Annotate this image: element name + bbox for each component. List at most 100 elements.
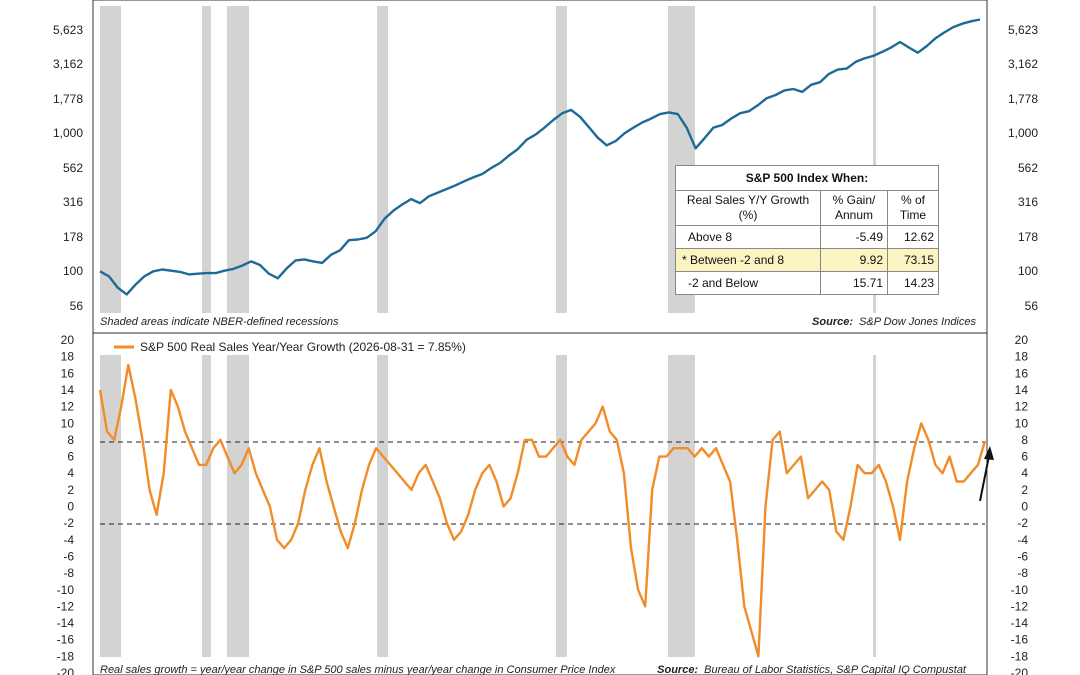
bottom-left-tick: 2: [67, 483, 74, 497]
bottom-left-tick: -16: [57, 633, 75, 647]
top-left-tick: 1,000: [53, 126, 83, 140]
bottom-left-tick: 8: [67, 433, 74, 447]
bottom-left-tick: -2: [63, 516, 74, 530]
bottom-right-tick: 4: [1021, 466, 1028, 480]
bottom-source-label: Source:: [657, 664, 698, 675]
bottom-right-tick: 14: [1015, 383, 1029, 397]
recession-band: [227, 355, 249, 657]
bottom-right-tick: 16: [1015, 366, 1029, 380]
recession-band: [100, 6, 121, 313]
bottom-right-tick: -18: [1011, 649, 1029, 663]
recession-band: [100, 355, 121, 657]
bottom-right-tick: -8: [1017, 566, 1028, 580]
table-header-cell: % Gain/ Annum: [820, 190, 888, 226]
bottom-left-tick: 0: [67, 500, 74, 514]
top-right-tick: 1,000: [1008, 126, 1038, 140]
top-right-tick: 56: [1025, 299, 1039, 313]
table-header-cell: Real Sales Y/Y Growth (%): [675, 190, 821, 226]
real-sales-growth-line: [98, 363, 987, 658]
recession-band: [227, 6, 249, 313]
bottom-left-tick: 20: [61, 333, 75, 347]
bottom-left-tick: 14: [61, 383, 75, 397]
bottom-right-tick: 2: [1021, 483, 1028, 497]
top-right-tick: 1,778: [1008, 92, 1038, 106]
top-left-tick: 3,162: [53, 57, 83, 71]
recession-band: [556, 355, 567, 657]
bottom-left-tick: -10: [57, 583, 75, 597]
bottom-right-tick: -2: [1017, 516, 1028, 530]
table-row-gain: 9.92: [820, 248, 888, 272]
recession-shading-top: [100, 6, 876, 313]
table-header-row: Real Sales Y/Y Growth (%) % Gain/ Annum …: [675, 190, 939, 226]
sp500-index-line: [99, 18, 981, 296]
table-title-row: S&P 500 Index When:: [675, 165, 939, 191]
bottom-left-tick: 6: [67, 450, 74, 464]
bottom-right-tick: -14: [1011, 616, 1029, 630]
recession-band: [873, 355, 876, 657]
bottom-right-tick: -20: [1011, 666, 1029, 675]
top-right-tick: 5,623: [1008, 23, 1038, 37]
real-sales-growth-series: [98, 363, 987, 658]
recession-band: [202, 355, 211, 657]
recession-band: [668, 355, 695, 657]
top-left-tick: 1,778: [53, 92, 83, 106]
bottom-right-tick: -6: [1017, 550, 1028, 564]
table-row-time: 12.62: [887, 225, 939, 249]
bottom-left-tick: -12: [57, 599, 75, 613]
bottom-left-tick: -6: [63, 550, 74, 564]
top-left-tick: 316: [63, 195, 83, 209]
bottom-left-tick: 4: [67, 466, 74, 480]
bottom-left-tick: -14: [57, 616, 75, 630]
table-row-highlighted: * Between -2 and 8 9.92 73.15: [675, 248, 939, 272]
recession-band: [873, 6, 876, 313]
top-left-tick: 562: [63, 161, 83, 175]
recession-band: [202, 6, 211, 313]
recession-band: [377, 6, 388, 313]
table-row: Above 8 -5.49 12.62: [675, 225, 939, 249]
top-left-tick: 56: [70, 299, 84, 313]
top-left-tick: 178: [63, 230, 83, 244]
bottom-left-tick: 18: [61, 350, 75, 364]
bottom-right-axis: 20181614121086420-2-4-6-8-10-12-14-16-18…: [1011, 333, 1029, 675]
bottom-right-tick: 0: [1021, 500, 1028, 514]
bottom-left-tick: 10: [61, 416, 75, 430]
table-title: S&P 500 Index When:: [675, 165, 939, 191]
stats-table: S&P 500 Index When: Real Sales Y/Y Growt…: [675, 165, 939, 295]
table-row-label: * Between -2 and 8: [675, 248, 821, 272]
table-row-label: -2 and Below: [675, 271, 821, 295]
bottom-right-tick: 8: [1021, 433, 1028, 447]
bottom-left-tick: 16: [61, 366, 75, 380]
top-source-label: Source:: [812, 316, 853, 328]
bottom-right-tick: 6: [1021, 450, 1028, 464]
top-right-tick: 316: [1018, 195, 1038, 209]
recession-note: Shaded areas indicate NBER-defined reces…: [100, 316, 339, 328]
recession-band: [377, 355, 388, 657]
bottom-right-tick: -12: [1011, 599, 1029, 613]
top-source-text: S&P Dow Jones Indices: [859, 316, 976, 328]
top-right-tick: 3,162: [1008, 57, 1038, 71]
table-row-gain: -5.49: [820, 225, 888, 249]
bottom-right-tick: -16: [1011, 633, 1029, 647]
bottom-left-tick: -8: [63, 566, 74, 580]
bottom-right-tick: 18: [1015, 350, 1029, 364]
table-row-label: Above 8: [675, 225, 821, 249]
top-right-tick: 100: [1018, 264, 1038, 278]
bottom-left-tick: 12: [61, 400, 75, 414]
table-row-time: 73.15: [887, 248, 939, 272]
top-left-axis: 5,623 3,162 1,778 1,000 562 316 178 100 …: [53, 23, 83, 313]
top-source: Source: S&P Dow Jones Indices: [812, 316, 976, 328]
top-left-tick: 5,623: [53, 23, 83, 37]
top-left-tick: 100: [63, 264, 83, 278]
top-right-tick: 562: [1018, 161, 1038, 175]
recession-band: [556, 6, 567, 313]
table-header-cell: % of Time: [887, 190, 939, 226]
bottom-left-axis: 20181614121086420-2-4-6-8-10-12-14-16-18…: [57, 333, 75, 675]
bottom-right-tick: -10: [1011, 583, 1029, 597]
bottom-left-tick: -18: [57, 649, 75, 663]
bottom-left-tick: -20: [57, 666, 75, 675]
top-right-axis: 5,623 3,162 1,778 1,000 562 316 178 100 …: [1008, 23, 1038, 313]
bottom-left-tick: -4: [63, 533, 74, 547]
top-right-tick: 178: [1018, 230, 1038, 244]
trend-arrow-icon: [979, 446, 994, 502]
